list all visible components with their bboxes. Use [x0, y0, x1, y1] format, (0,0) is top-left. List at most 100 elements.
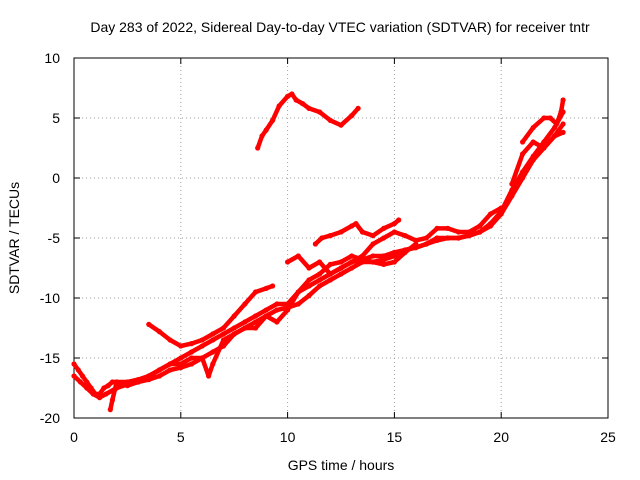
data-point	[370, 241, 376, 247]
data-point	[552, 133, 558, 139]
data-point	[101, 385, 107, 391]
data-point	[370, 259, 376, 265]
data-point	[558, 109, 564, 115]
data-point	[77, 379, 83, 385]
data-point	[210, 337, 216, 343]
y-tick-label: -15	[40, 350, 60, 366]
y-tick-label: 0	[52, 170, 60, 186]
data-point	[167, 337, 173, 343]
data-point	[317, 283, 323, 289]
data-point	[210, 349, 216, 355]
data-point	[210, 361, 216, 367]
data-point	[274, 301, 280, 307]
data-point	[317, 277, 323, 283]
grid	[74, 58, 608, 418]
data-point	[231, 313, 237, 319]
data-point	[381, 225, 387, 231]
data-point	[306, 265, 312, 271]
data-point	[391, 221, 397, 227]
data-point	[255, 145, 261, 151]
data-point	[477, 223, 483, 229]
data-point	[327, 117, 333, 123]
data-point	[231, 331, 237, 337]
series-track-2	[71, 109, 566, 400]
data-point	[220, 331, 227, 337]
data-point	[114, 379, 120, 385]
data-point	[370, 253, 376, 259]
data-point	[306, 277, 312, 283]
data-point	[338, 271, 344, 277]
data-point	[231, 325, 237, 331]
data-point	[263, 307, 269, 313]
y-axis-label: SDTVAR / TECUs	[6, 182, 22, 294]
axis-ticks: 0 5 10 15 20 25 10 5 0 -5 -10 -15 -20	[40, 50, 616, 445]
x-tick-label: 10	[280, 429, 296, 445]
data-point	[391, 259, 397, 265]
y-tick-label: -10	[40, 290, 60, 306]
data-point	[199, 343, 205, 349]
data-point	[423, 235, 429, 241]
chart-title: Day 283 of 2022, Sidereal Day-to-day VTE…	[90, 19, 590, 35]
data-point	[295, 289, 301, 295]
data-point	[327, 233, 333, 239]
data-point	[391, 253, 397, 259]
data-point	[107, 407, 113, 413]
data-point	[146, 321, 152, 327]
data-point	[135, 379, 141, 385]
data-point	[199, 337, 205, 343]
data-point	[319, 235, 325, 241]
data-point	[259, 133, 265, 139]
data-point	[109, 397, 115, 403]
x-tick-label: 20	[493, 429, 509, 445]
data-point	[381, 235, 387, 241]
y-tick-label: 10	[44, 50, 60, 66]
data-point	[146, 373, 152, 379]
data-point	[487, 211, 494, 217]
data-point	[413, 237, 419, 243]
data-point	[530, 153, 536, 159]
data-point	[156, 329, 162, 335]
data-point	[560, 97, 566, 103]
data-point	[381, 257, 387, 263]
data-point	[554, 121, 560, 127]
data-point	[317, 109, 323, 115]
x-tick-label: 5	[177, 429, 185, 445]
data-point	[220, 337, 227, 343]
y-tick-label: 5	[52, 110, 60, 126]
data-point	[359, 229, 365, 235]
data-point	[178, 361, 184, 367]
data-point	[445, 225, 451, 231]
data-point	[396, 217, 402, 223]
data-point	[434, 237, 440, 243]
data-point	[477, 229, 483, 235]
data-point	[289, 91, 295, 97]
data-point	[338, 265, 344, 271]
data-point	[306, 293, 312, 299]
x-axis-label: GPS time / hours	[288, 457, 395, 473]
data-point	[349, 113, 355, 119]
data-point	[530, 125, 536, 131]
data-point	[327, 261, 333, 267]
data-point	[317, 271, 323, 277]
data-point	[295, 253, 301, 259]
data-point	[71, 373, 77, 379]
data-point	[402, 233, 408, 239]
data-point	[455, 235, 462, 241]
data-point	[188, 341, 195, 347]
data-point	[253, 325, 259, 331]
data-point	[253, 313, 259, 319]
data-point	[306, 105, 312, 111]
data-point	[75, 367, 81, 373]
data-point	[349, 223, 355, 229]
data-point	[206, 373, 212, 379]
data-point	[285, 307, 291, 313]
data-point	[295, 301, 301, 307]
data-point	[285, 259, 291, 265]
data-point	[188, 361, 195, 367]
data-point	[349, 265, 355, 271]
data-point	[79, 373, 86, 379]
data-point	[199, 355, 205, 361]
data-point	[520, 139, 526, 145]
data-point	[327, 271, 333, 277]
